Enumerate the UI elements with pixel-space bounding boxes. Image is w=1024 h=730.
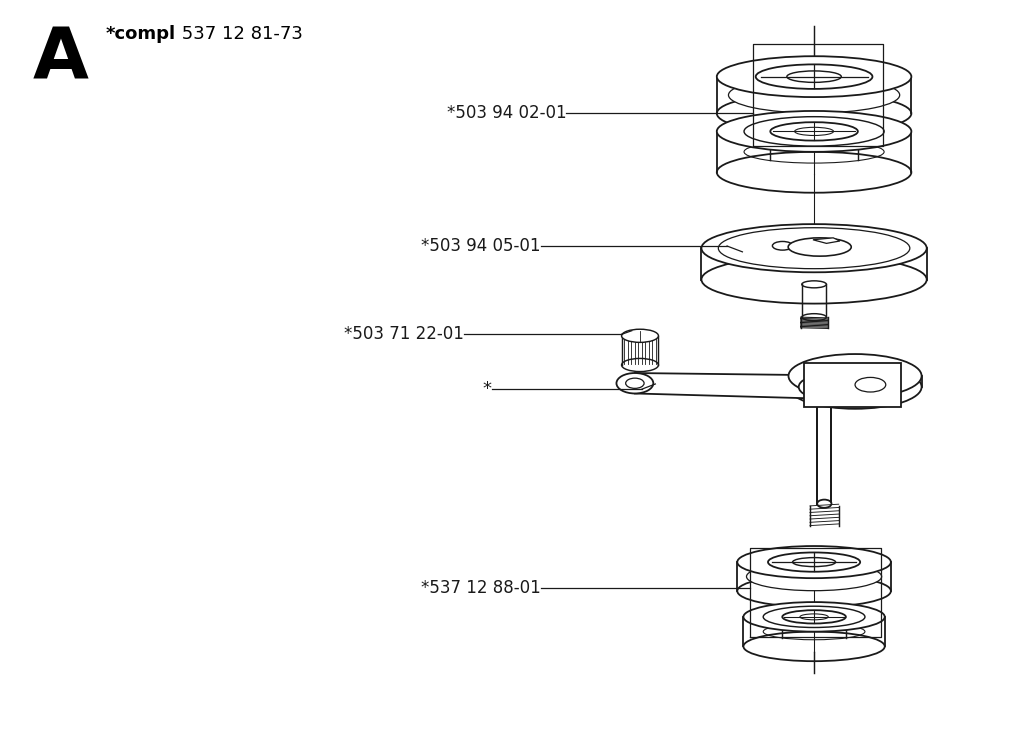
Ellipse shape [616, 373, 653, 393]
Ellipse shape [743, 602, 885, 631]
Ellipse shape [717, 152, 911, 193]
Ellipse shape [802, 314, 826, 320]
Ellipse shape [717, 56, 911, 97]
Ellipse shape [788, 365, 922, 409]
Text: 537 12 81-73: 537 12 81-73 [176, 25, 303, 43]
Text: *503 71 22-01: *503 71 22-01 [344, 326, 464, 343]
Ellipse shape [768, 553, 860, 572]
FancyBboxPatch shape [804, 363, 901, 407]
Ellipse shape [788, 354, 922, 398]
Ellipse shape [770, 122, 858, 141]
Ellipse shape [744, 117, 884, 146]
Ellipse shape [855, 377, 886, 392]
Ellipse shape [802, 281, 826, 288]
Text: A: A [33, 24, 89, 93]
Ellipse shape [701, 255, 927, 304]
Ellipse shape [793, 558, 836, 566]
Ellipse shape [786, 71, 842, 82]
Ellipse shape [756, 64, 872, 89]
Text: *compl: *compl [105, 25, 175, 43]
Polygon shape [635, 373, 819, 399]
Ellipse shape [795, 127, 834, 136]
Ellipse shape [622, 329, 658, 342]
Ellipse shape [860, 367, 884, 380]
Ellipse shape [728, 77, 900, 113]
Ellipse shape [772, 242, 793, 250]
Ellipse shape [763, 606, 865, 628]
Ellipse shape [799, 375, 850, 399]
Text: *503 94 05-01: *503 94 05-01 [421, 237, 541, 255]
Ellipse shape [737, 546, 891, 578]
Ellipse shape [800, 614, 828, 620]
Ellipse shape [737, 575, 891, 607]
Polygon shape [813, 238, 840, 243]
Ellipse shape [717, 93, 911, 134]
Ellipse shape [719, 228, 910, 269]
Ellipse shape [817, 499, 831, 508]
Ellipse shape [788, 238, 851, 256]
Ellipse shape [622, 358, 658, 372]
Ellipse shape [810, 380, 839, 393]
Ellipse shape [743, 631, 885, 661]
Ellipse shape [782, 610, 846, 623]
Text: *: * [482, 380, 492, 398]
Ellipse shape [827, 371, 843, 380]
Ellipse shape [717, 111, 911, 152]
Ellipse shape [746, 562, 882, 591]
Ellipse shape [701, 224, 927, 272]
Ellipse shape [626, 378, 644, 388]
Text: *537 12 88-01: *537 12 88-01 [421, 579, 541, 596]
Text: *503 94 02-01: *503 94 02-01 [446, 104, 566, 122]
